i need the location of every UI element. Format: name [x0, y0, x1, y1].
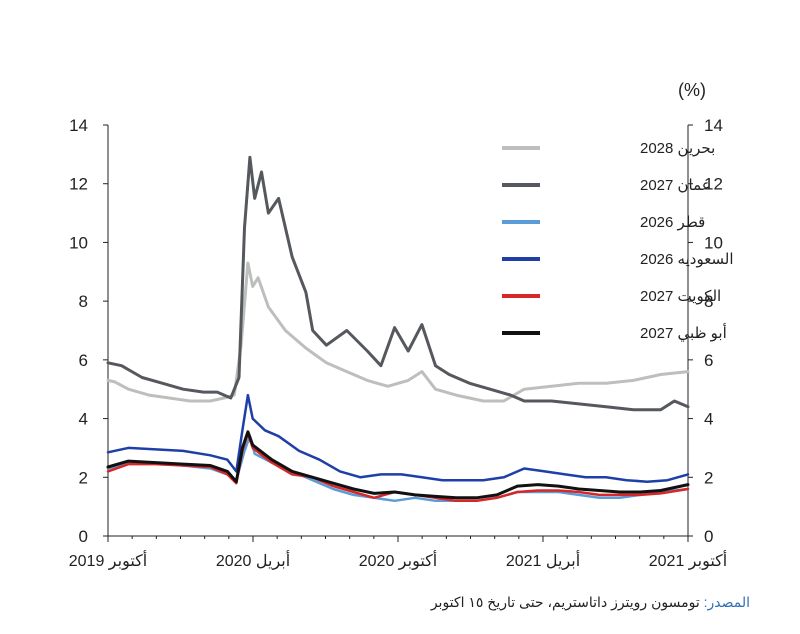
y-tick-label-right: 4 [704, 410, 713, 429]
y-tick-label-right: 6 [704, 351, 713, 370]
series-line-0 [106, 261, 690, 403]
y-tick-label-left: 2 [79, 468, 88, 487]
legend: بحرين 2028 عمان 2027 قطر 2026 السعوديه 2026… [502, 140, 734, 343]
y-tick-label-left: 12 [69, 175, 88, 194]
y-tick-label-left: 14 [69, 116, 88, 135]
y-tick-label-right: 10 [704, 233, 723, 252]
y-tick-label-right: 2 [704, 468, 713, 487]
unit-label: (%) [678, 80, 706, 100]
y-tick-label-right: 14 [704, 116, 723, 135]
source-key: المصدر: [703, 594, 750, 610]
legend-label-5: أبو ظبي 2027 [640, 323, 727, 343]
series-line-4 [106, 432, 690, 503]
legend-label-4: الكويت 2027 [640, 288, 721, 305]
y-tick-label-left: 8 [79, 292, 88, 311]
x-tick-label: أكتوبر 2020 [359, 550, 437, 571]
y-tick-label-left: 0 [79, 527, 88, 546]
y-tick-label-left: 4 [79, 410, 88, 429]
source-note: المصدر: تومسون رويترز داتاستريم، حتى تار… [0, 594, 750, 611]
axes: 0 0 2 2 4 4 6 6 8 8 10 10 12 12 14 14 أكتوبر 2019 أبريل 2… [69, 116, 727, 571]
x-tick-label: أبريل 2021 [506, 550, 580, 571]
legend-label-2: قطر 2026 [640, 214, 705, 231]
legend-label-0: بحرين 2028 [640, 140, 715, 157]
series-lines [106, 155, 690, 503]
x-tick-label: أكتوبر 2021 [649, 550, 727, 571]
legend-label-1: عمان 2027 [640, 177, 711, 194]
series-line-3 [106, 393, 690, 483]
x-tick-label: أبريل 2020 [216, 550, 290, 571]
y-tick-label-right: 12 [704, 175, 723, 194]
y-tick-label-left: 6 [79, 351, 88, 370]
y-tick-label-right: 8 [704, 292, 713, 311]
y-tick-label-left: 10 [69, 233, 88, 252]
source-text: تومسون رويترز داتاستريم، حتى تاريخ ١٥ اك… [430, 594, 704, 610]
legend-label-3: السعوديه 2026 [640, 251, 734, 268]
y-tick-label-right: 0 [704, 527, 713, 546]
series-line-5 [106, 430, 690, 500]
x-tick-label: أكتوبر 2019 [69, 550, 147, 571]
series-line-1 [106, 155, 690, 412]
